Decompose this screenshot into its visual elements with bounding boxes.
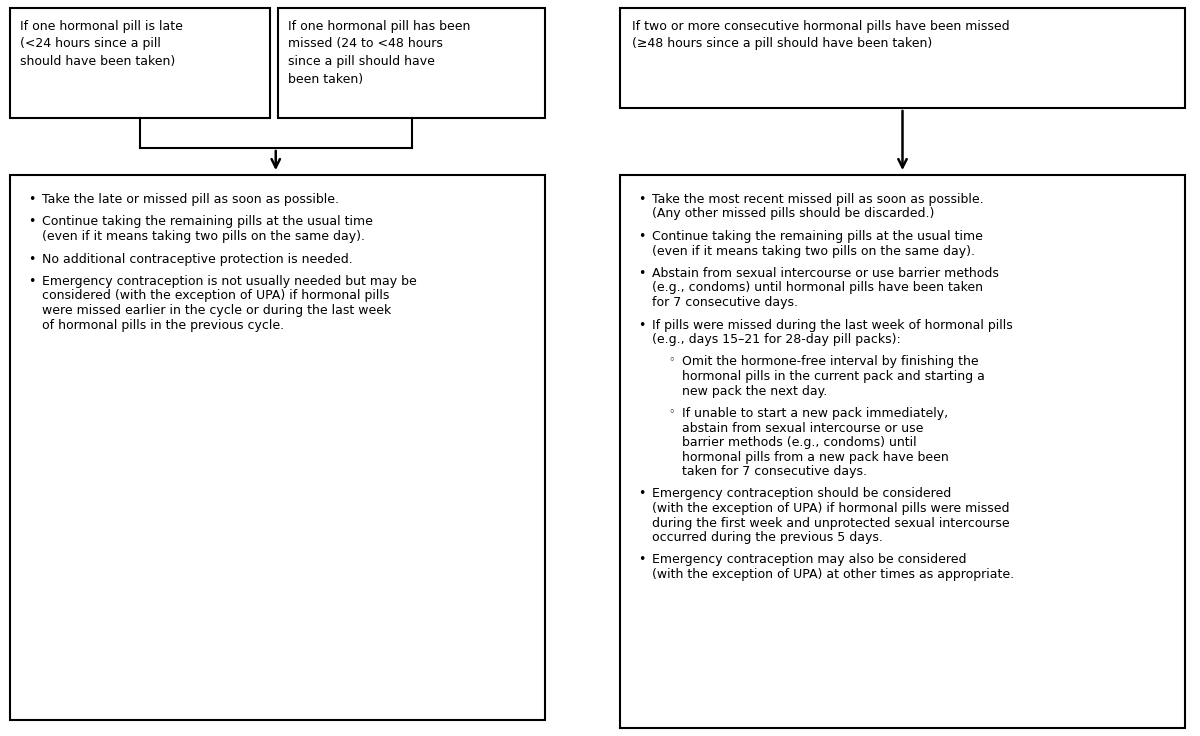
- Text: Continue taking the remaining pills at the usual time: Continue taking the remaining pills at t…: [652, 230, 983, 243]
- Text: Take the most recent missed pill as soon as possible.: Take the most recent missed pill as soon…: [652, 193, 984, 206]
- Text: abstain from sexual intercourse or use: abstain from sexual intercourse or use: [682, 422, 923, 434]
- Text: (e.g., condoms) until hormonal pills have been taken: (e.g., condoms) until hormonal pills hav…: [652, 281, 983, 294]
- Text: •: •: [638, 553, 646, 567]
- Text: Emergency contraception should be considered: Emergency contraception should be consid…: [652, 487, 952, 500]
- Text: for 7 consecutive days.: for 7 consecutive days.: [652, 296, 798, 309]
- Text: •: •: [28, 193, 35, 206]
- Bar: [620, 8, 1186, 108]
- Text: If pills were missed during the last week of hormonal pills: If pills were missed during the last wee…: [652, 319, 1013, 331]
- Text: Omit the hormone-free interval by finishing the: Omit the hormone-free interval by finish…: [682, 355, 979, 369]
- Text: If one hormonal pill is late
(<24 hours since a pill
should have been taken): If one hormonal pill is late (<24 hours …: [20, 20, 182, 68]
- Text: Emergency contraception is not usually needed but may be: Emergency contraception is not usually n…: [42, 275, 416, 288]
- Text: •: •: [638, 267, 646, 280]
- Text: (e.g., days 15–21 for 28-day pill packs):: (e.g., days 15–21 for 28-day pill packs)…: [652, 333, 901, 346]
- Bar: [10, 175, 545, 720]
- Text: •: •: [638, 193, 646, 206]
- Text: (with the exception of UPA) at other times as appropriate.: (with the exception of UPA) at other tim…: [652, 568, 1014, 581]
- Text: •: •: [638, 487, 646, 500]
- Text: Take the late or missed pill as soon as possible.: Take the late or missed pill as soon as …: [42, 193, 340, 206]
- Text: taken for 7 consecutive days.: taken for 7 consecutive days.: [682, 465, 866, 478]
- Text: considered (with the exception of UPA) if hormonal pills: considered (with the exception of UPA) i…: [42, 289, 389, 302]
- Text: No additional contraceptive protection is needed.: No additional contraceptive protection i…: [42, 252, 353, 266]
- Text: (even if it means taking two pills on the same day).: (even if it means taking two pills on th…: [42, 230, 365, 243]
- Text: If unable to start a new pack immediately,: If unable to start a new pack immediatel…: [682, 407, 948, 420]
- Text: occurred during the previous 5 days.: occurred during the previous 5 days.: [652, 531, 883, 544]
- Text: •: •: [638, 319, 646, 331]
- Text: were missed earlier in the cycle or during the last week: were missed earlier in the cycle or duri…: [42, 304, 391, 317]
- Text: If one hormonal pill has been
missed (24 to <48 hours
since a pill should have
b: If one hormonal pill has been missed (24…: [288, 20, 470, 85]
- Bar: [278, 8, 545, 118]
- Bar: [10, 8, 270, 118]
- Text: •: •: [28, 216, 35, 228]
- Text: (with the exception of UPA) if hormonal pills were missed: (with the exception of UPA) if hormonal …: [652, 502, 1009, 515]
- Text: •: •: [638, 230, 646, 243]
- Text: Abstain from sexual intercourse or use barrier methods: Abstain from sexual intercourse or use b…: [652, 267, 998, 280]
- Text: hormonal pills in the current pack and starting a: hormonal pills in the current pack and s…: [682, 370, 985, 383]
- Text: If two or more consecutive hormonal pills have been missed
(≥48 hours since a pi: If two or more consecutive hormonal pill…: [632, 20, 1009, 51]
- Text: Continue taking the remaining pills at the usual time: Continue taking the remaining pills at t…: [42, 216, 373, 228]
- Text: ◦: ◦: [668, 407, 674, 417]
- Bar: [620, 175, 1186, 728]
- Text: hormonal pills from a new pack have been: hormonal pills from a new pack have been: [682, 450, 949, 464]
- Text: ◦: ◦: [668, 355, 674, 366]
- Text: new pack the next day.: new pack the next day.: [682, 384, 827, 397]
- Text: barrier methods (e.g., condoms) until: barrier methods (e.g., condoms) until: [682, 436, 917, 449]
- Text: •: •: [28, 275, 35, 288]
- Text: •: •: [28, 252, 35, 266]
- Text: of hormonal pills in the previous cycle.: of hormonal pills in the previous cycle.: [42, 319, 284, 331]
- Text: (even if it means taking two pills on the same day).: (even if it means taking two pills on th…: [652, 244, 974, 258]
- Text: (Any other missed pills should be discarded.): (Any other missed pills should be discar…: [652, 208, 935, 221]
- Text: Emergency contraception may also be considered: Emergency contraception may also be cons…: [652, 553, 966, 567]
- Text: during the first week and unprotected sexual intercourse: during the first week and unprotected se…: [652, 517, 1009, 529]
